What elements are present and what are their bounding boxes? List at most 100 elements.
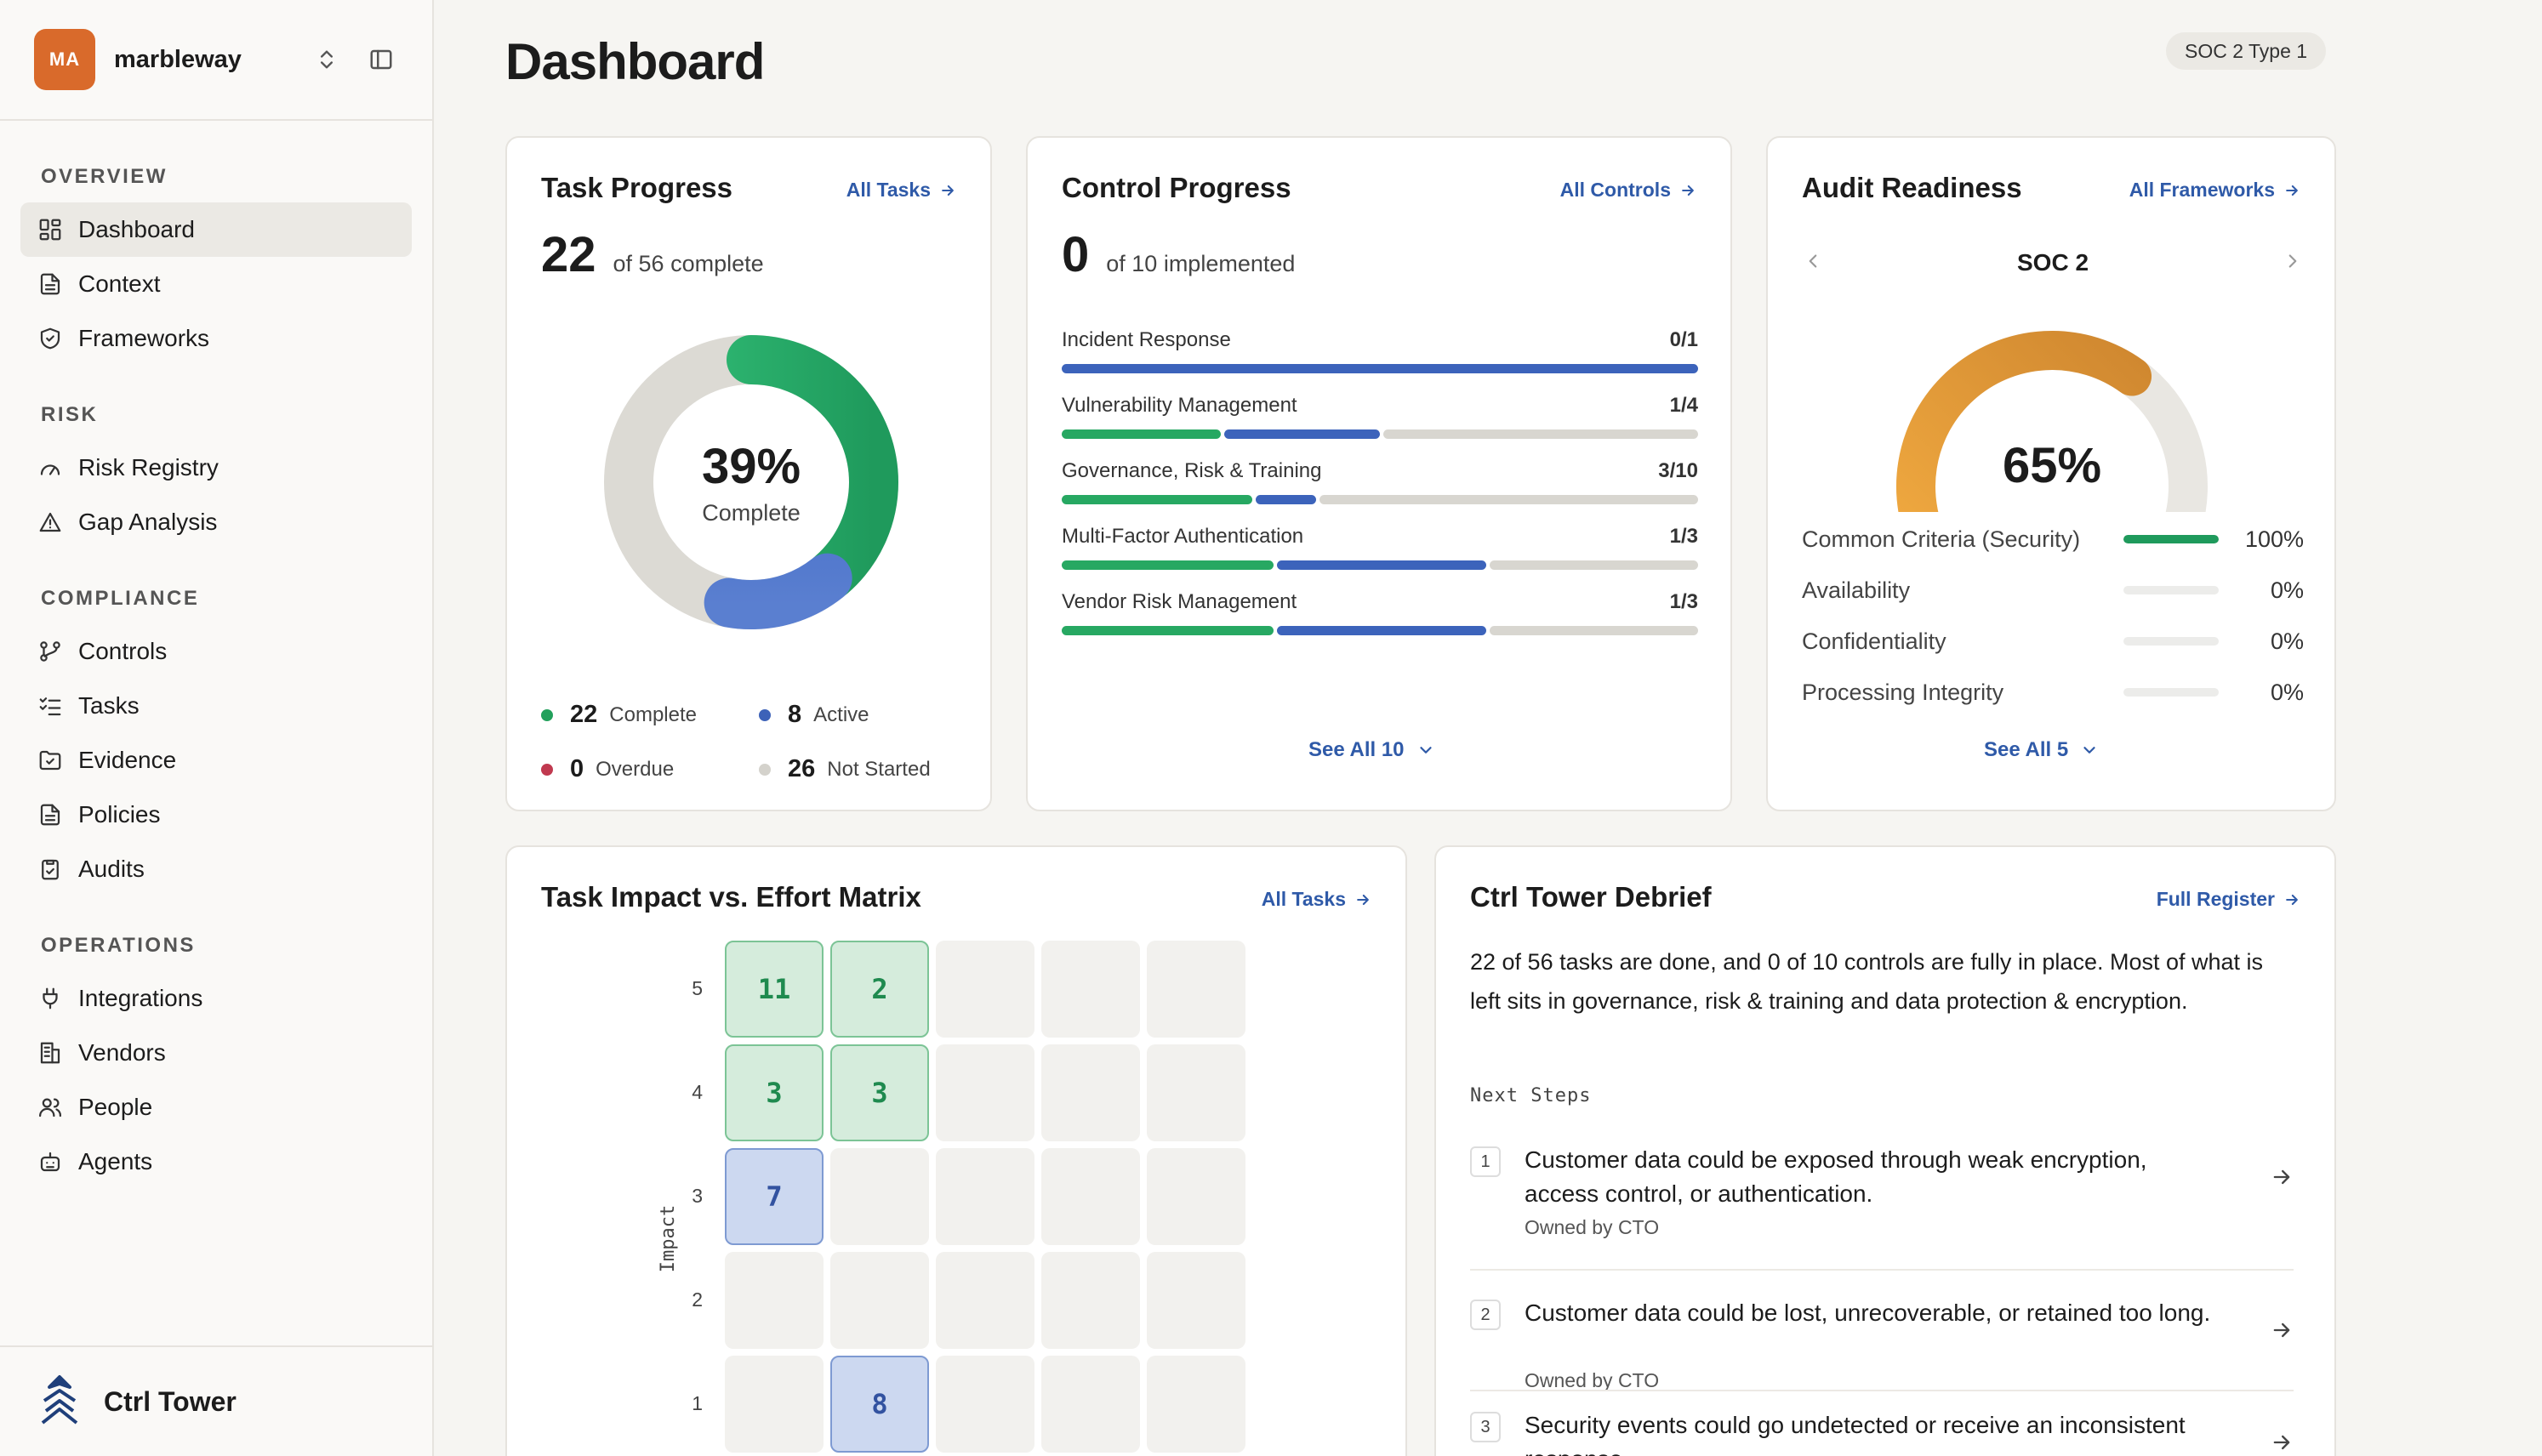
arrow-right-icon (1354, 891, 1371, 908)
sidebar-item-risk-registry[interactable]: Risk Registry (20, 441, 412, 495)
legend-label: Not Started (827, 757, 931, 781)
next-step-item[interactable]: 3 Security events could go undetected or … (1470, 1408, 2294, 1456)
sidebar-item-gap-analysis[interactable]: Gap Analysis (20, 495, 412, 549)
bar-segment-complete (1062, 495, 1253, 504)
legend-value: 8 (788, 701, 802, 728)
sidebar-item-agents[interactable]: Agents (20, 1135, 412, 1189)
sidebar-item-audits[interactable]: Audits (20, 842, 412, 896)
matrix-cell[interactable]: 3 (830, 1044, 929, 1141)
bar-segment-active (1277, 560, 1486, 570)
nav-section-heading: COMPLIANCE (41, 587, 200, 610)
control-row[interactable]: Multi-Factor Authentication 1/3 (1062, 525, 1698, 576)
criteria-row[interactable]: Confidentiality 0% (1802, 624, 2304, 658)
matrix-cell[interactable]: 8 (830, 1356, 929, 1453)
all-frameworks-link[interactable]: All Frameworks (2129, 179, 2300, 202)
chevron-left-icon[interactable] (1802, 250, 1824, 276)
matrix-title: Task Impact vs. Effort Matrix (541, 881, 921, 913)
criteria-bar (2123, 688, 2219, 697)
sidebar-item-integrations[interactable]: Integrations (20, 971, 412, 1026)
criteria-row[interactable]: Common Criteria (Security) 100% (1802, 522, 2304, 556)
chevron-right-icon[interactable] (2282, 250, 2304, 276)
legend-complete: 22 Complete (541, 701, 697, 729)
legend-overdue: 0 Overdue (541, 755, 674, 783)
all-controls-link[interactable]: All Controls (1560, 179, 1696, 202)
control-progress-bar (1062, 429, 1698, 439)
org-switcher[interactable]: MA marbleway (0, 0, 432, 121)
control-row[interactable]: Vendor Risk Management 1/3 (1062, 590, 1698, 641)
criteria-percent: 0% (2270, 577, 2304, 603)
dashboard-icon (36, 215, 65, 244)
sidebar-item-label: Agents (78, 1148, 153, 1174)
sidebar-item-label: Gap Analysis (78, 509, 218, 535)
tasks-complete-count: 22 (541, 227, 596, 282)
sidebar: MA marbleway OVERVIEW Dashboard Context Fra… (0, 0, 434, 1456)
chevron-down-icon (1416, 741, 1435, 759)
brand-footer[interactable]: Ctrl Tower (0, 1345, 432, 1456)
next-steps-heading: Next Steps (1470, 1085, 1592, 1106)
matrix-cell (1147, 1148, 1245, 1245)
task-progress-title: Task Progress (541, 172, 733, 203)
legend-value: 0 (570, 755, 584, 782)
criteria-row[interactable]: Availability 0% (1802, 573, 2304, 607)
sidebar-item-dashboard[interactable]: Dashboard (20, 202, 412, 257)
criteria-name: Availability (1802, 577, 1911, 603)
next-step-item[interactable]: 1 Customer data could be exposed through … (1470, 1143, 2294, 1271)
sidebar-toggle-icon[interactable] (362, 41, 400, 78)
matrix-cell[interactable]: 11 (725, 941, 824, 1038)
arrow-right-icon[interactable] (2270, 1165, 2294, 1193)
matrix-cell (936, 1356, 1034, 1453)
framework-switcher: SOC 2 (1802, 242, 2304, 284)
control-row[interactable]: Incident Response 0/1 (1062, 328, 1698, 379)
matrix-cell (936, 1044, 1034, 1141)
sidebar-item-frameworks[interactable]: Frameworks (20, 311, 412, 366)
control-row[interactable]: Vulnerability Management 1/4 (1062, 394, 1698, 445)
legend-dot (759, 708, 771, 721)
criteria-row[interactable]: Processing Integrity 0% (1802, 675, 2304, 709)
sidebar-item-tasks[interactable]: Tasks (20, 679, 412, 733)
arrow-right-icon[interactable] (2270, 1318, 2294, 1346)
next-step-item[interactable]: 2 Customer data could be lost, unrecovera… (1470, 1296, 2294, 1398)
chevron-up-down-icon[interactable] (308, 41, 345, 78)
all-tasks-link[interactable]: All Tasks (846, 179, 956, 202)
sidebar-item-label: Risk Registry (78, 454, 219, 481)
see-all-frameworks-button[interactable]: See All 5 (1984, 738, 2099, 762)
impact-tick: 4 (692, 1081, 703, 1103)
matrix-cell[interactable]: 3 (725, 1044, 824, 1141)
audit-readiness-title: Audit Readiness (1802, 172, 2022, 203)
control-row[interactable]: Governance, Risk & Training 3/10 (1062, 459, 1698, 510)
control-fraction: 3/10 (1658, 459, 1698, 482)
control-progress-title: Control Progress (1062, 172, 1291, 203)
framework-badge[interactable]: SOC 2 Type 1 (2166, 32, 2327, 70)
bar-segment-remaining (1383, 429, 1698, 439)
matrix-cell[interactable]: 2 (830, 941, 929, 1038)
matrix-all-tasks-link[interactable]: All Tasks (1262, 888, 1371, 911)
bar-segment-active (1277, 626, 1486, 635)
impact-tick: 2 (692, 1288, 703, 1311)
sidebar-item-context[interactable]: Context (20, 257, 412, 311)
ctrl-tower-logo-icon (37, 1374, 82, 1430)
bar-segment-active (1224, 429, 1380, 439)
bar-segment-active (1062, 364, 1698, 373)
checklist-icon (36, 691, 65, 720)
legend-label: Complete (609, 702, 697, 726)
nav-section: OVERVIEW Dashboard Context Frameworks (20, 165, 412, 366)
step-owner: Owned by CTO (1525, 1369, 1660, 1391)
see-all-controls-button[interactable]: See All 10 (1308, 738, 1435, 762)
see-all-controls-label: See All 10 (1308, 738, 1405, 761)
task-progress-card: Task Progress All Tasks 22 of 56 complet… (505, 136, 992, 811)
full-register-link[interactable]: Full Register (2157, 888, 2300, 911)
nav-section-heading: RISK (41, 403, 99, 426)
matrix-cell[interactable]: 7 (725, 1148, 824, 1245)
main-content: Dashboard SOC 2 Type 1 Task Progress All… (434, 0, 2542, 1456)
step-owner: Owned by CTO (1525, 1216, 1660, 1238)
arrow-right-icon[interactable] (2270, 1430, 2294, 1456)
sidebar-item-vendors[interactable]: Vendors (20, 1026, 412, 1080)
document-icon (36, 800, 65, 829)
sidebar-item-evidence[interactable]: Evidence (20, 733, 412, 788)
sidebar-item-controls[interactable]: Controls (20, 624, 412, 679)
matrix-cell (936, 1148, 1034, 1245)
impact-tick: 5 (692, 977, 703, 999)
sidebar-item-people[interactable]: People (20, 1080, 412, 1135)
sidebar-item-policies[interactable]: Policies (20, 788, 412, 842)
document-icon (36, 270, 65, 299)
